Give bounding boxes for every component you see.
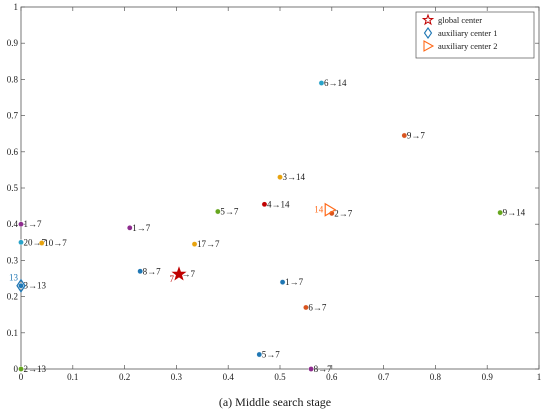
data-point: [126, 225, 133, 231]
data-point-label: 1→7: [24, 219, 43, 229]
y-tick-label: 0.4: [7, 219, 19, 229]
y-tick-label: 0.8: [7, 74, 19, 84]
data-point: [18, 221, 24, 227]
data-point-label: 4→14: [267, 199, 290, 209]
data-point: [18, 239, 24, 246]
data-point-label: 9→14: [503, 208, 526, 218]
x-tick-label: 0.8: [430, 372, 442, 382]
legend-diamond-icon: [423, 27, 433, 39]
y-tick-label: 0.5: [7, 183, 19, 193]
data-point-label: 17→7: [197, 239, 220, 249]
x-tick-label: 0.1: [67, 372, 78, 382]
data-point-label: 5→7: [220, 207, 239, 217]
data-point: [303, 304, 309, 311]
data-point: [497, 209, 503, 216]
global-center-label: 7: [169, 274, 174, 284]
data-point-label: 3→14: [283, 172, 306, 182]
x-tick-label: 0.4: [223, 372, 235, 382]
data-point-label: 1→7: [132, 223, 151, 233]
data-point: [308, 366, 314, 372]
data-point-label: 2→13: [24, 364, 47, 374]
data-point-label: 20→7: [24, 237, 47, 247]
x-tick-label: 0.2: [119, 372, 130, 382]
data-point: [256, 351, 263, 358]
legend-star-icon: [421, 13, 435, 26]
data-point: [191, 241, 198, 247]
legend-triangle-icon: [423, 40, 435, 52]
chart-caption: (a) Middle search stage: [219, 395, 331, 409]
data-point-label: 8→7: [143, 266, 162, 276]
legend-entry-label: auxiliary center 1: [438, 28, 497, 38]
data-point: [318, 80, 325, 86]
centers-group: 7 13 14: [9, 202, 337, 293]
x-tick-label: 0.3: [171, 372, 183, 382]
legend-entry-label: global center: [438, 15, 482, 25]
y-tick-label: 0.6: [7, 147, 19, 157]
data-point-label: 8→7: [314, 364, 333, 374]
y-tick-label: 0: [14, 364, 19, 374]
x-tick-label: 0.9: [482, 372, 494, 382]
x-tick-label: 0.5: [274, 372, 286, 382]
aux-center-2-label: 14: [314, 205, 324, 215]
data-point: [279, 279, 286, 285]
data-point-label: 1→7: [285, 277, 304, 287]
global-center-marker: [171, 266, 187, 281]
aux-center-1-label: 13: [9, 273, 19, 283]
data-point: [38, 240, 45, 246]
data-point-label: 6→14: [324, 78, 347, 88]
data-point-label: 10→7: [44, 238, 67, 248]
data-point-label: 3→13: [24, 281, 47, 291]
data-point: [401, 132, 408, 139]
y-tick-label: 0.2: [7, 292, 18, 302]
data-point: [137, 268, 143, 275]
y-tick-label: 1: [14, 2, 19, 12]
x-tick-label: 1: [537, 372, 542, 382]
y-tick-label: 0.9: [7, 38, 19, 48]
data-point-label: 2→7: [334, 208, 353, 218]
x-tick-label: 0.7: [378, 372, 390, 382]
points-group: 6→149→73→144→145→7 9→142→71→7 1→720→710→7 1…: [18, 78, 526, 374]
y-tick-label: 0.1: [7, 328, 18, 338]
aux-center-1-marker: [16, 278, 26, 293]
data-point-label: →7: [181, 269, 195, 279]
tick-group: 0 0.1 0.2 0.3 0.4 0.5 0.6 0.7 0.8 0.9 1 0 0.1 0.2 0.3 0…: [7, 2, 542, 382]
plot-frame: [20, 6, 540, 370]
data-point: [18, 366, 24, 372]
data-point-label: 5→7: [262, 350, 281, 360]
aux-center-2-marker: [324, 202, 337, 217]
legend: global center auxiliary center 1 auxiliary…: [415, 11, 535, 59]
data-point-label: 9→7: [407, 131, 426, 141]
legend-box: [415, 11, 535, 59]
legend-entry-label: auxiliary center 2: [438, 41, 497, 51]
data-point: [215, 208, 221, 215]
y-tick-label: 0.7: [7, 111, 19, 121]
data-point: [261, 201, 268, 208]
data-point-label: 6→7: [308, 302, 327, 312]
y-tick-label: 0.3: [7, 255, 19, 265]
x-tick-label: 0: [19, 372, 24, 382]
x-tick-label: 0.6: [326, 372, 338, 382]
data-point: [277, 174, 283, 180]
data-point: [18, 282, 24, 289]
